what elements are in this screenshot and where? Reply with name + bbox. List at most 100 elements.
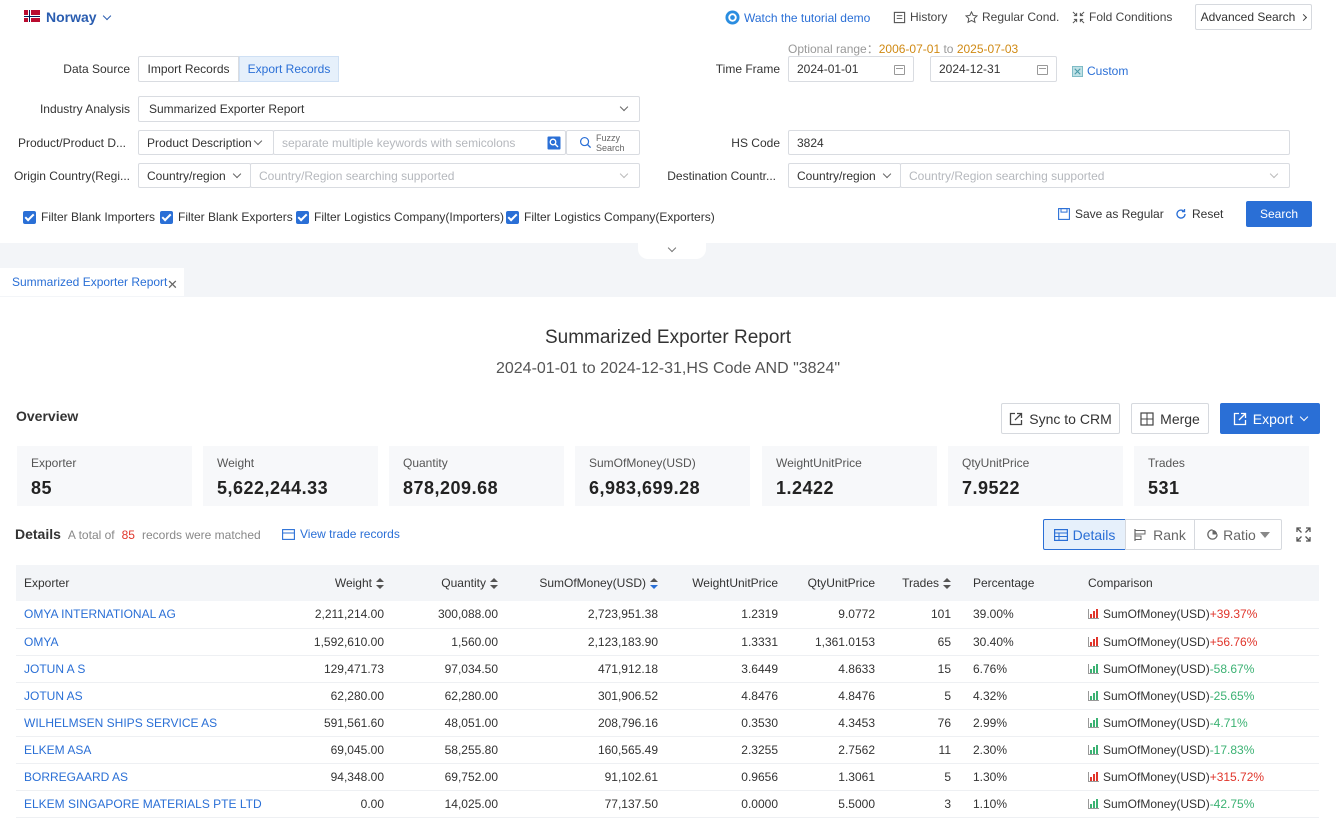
product-keyword-input[interactable]: separate multiple keywords with semicolo… [273,130,566,155]
save-regular-button[interactable]: Save as Regular [1058,207,1164,221]
exporter-link[interactable]: ELKEM SINGAPORE MATERIALS PTE LTD [16,790,276,818]
product-type-select[interactable]: Product Description [138,130,274,155]
origin-country-input[interactable]: Country/Region searching supported [250,163,640,188]
reset-button[interactable]: Reset [1175,207,1223,221]
exporter-link[interactable]: JOTUN A S [16,655,276,683]
date-to-input[interactable]: 2024-12-31 [930,56,1057,82]
exporter-link[interactable]: OMYA [16,628,276,656]
weight-cell: 0.00 [276,790,392,818]
close-icon[interactable]: ✕ [167,277,178,292]
search-icon [579,136,592,149]
view-trade-records-link[interactable]: View trade records [282,527,400,541]
merge-button[interactable]: Merge [1131,403,1209,434]
filter-logistics-exporters-checkbox[interactable]: Filter Logistics Company(Exporters) [506,210,715,224]
image-search-icon[interactable] [547,136,561,150]
tutorial-link[interactable]: Watch the tutorial demo [725,10,870,25]
card-key: SumOfMoney(USD) [589,456,696,470]
col-trades[interactable]: Trades [883,565,959,601]
quantity-cell: 69,752.00 [392,763,506,791]
optional-range: Optional range：2006-07-01 to 2025-07-03 [788,40,1018,57]
checkbox-checked-icon [296,210,309,224]
origin-type-value: Country/region [147,168,226,183]
fullscreen-icon[interactable] [1296,527,1311,542]
overview-card: Quantity 878,209.68 [389,446,564,506]
origin-type-select[interactable]: Country/region [138,163,251,188]
destination-country-input[interactable]: Country/Region searching supported [900,163,1290,188]
country-selector[interactable]: Norway [46,9,112,25]
trades-cell: 11 [883,736,959,764]
custom-link[interactable]: Custom [1072,64,1128,78]
col-exporter[interactable]: Exporter [16,565,276,601]
industry-analysis-select[interactable]: Summarized Exporter Report [138,96,640,122]
hs-code-input[interactable]: 3824 [788,130,1290,155]
ratio-view-button[interactable]: Ratio [1194,519,1282,550]
country-label: Norway [46,9,97,25]
optional-range-label: Optional range： [788,42,879,56]
card-value: 5,622,244.33 [217,478,329,498]
sum-cell: 2,123,183.90 [506,628,666,656]
product-label: Product/Product D... [17,136,126,150]
details-heading: Details [15,526,61,542]
comparison-value: -4.71% [1209,715,1248,730]
exporter-link[interactable]: ELKEM ASA [16,736,276,764]
card-key: QtyUnitPrice [962,456,1030,470]
exporter-link[interactable]: WILHELMSEN SHIPS SERVICE AS [16,709,276,737]
comparison-label: SumOfMoney(USD) [1103,607,1210,622]
history-link[interactable]: History [893,10,947,24]
sort-icon[interactable] [490,578,498,590]
overview-card: QtyUnitPrice 7.9522 [948,446,1123,506]
table-row: JOTUN AS 62,280.00 62,280.00 301,906.52 4.84… [16,682,1319,710]
details-view-button[interactable]: Details [1043,519,1126,550]
fuzzy-search-button[interactable]: Fuzzy Search [566,130,640,155]
filter-blank-importers-checkbox[interactable]: Filter Blank Importers [23,210,155,224]
weight-unit-price-cell: 1.3331 [666,628,786,656]
filter-logistics-importers-checkbox[interactable]: Filter Logistics Company(Importers) [296,210,504,224]
weight-cell: 69,045.00 [276,736,392,764]
col-qty-unit-price[interactable]: QtyUnitPrice [786,565,883,601]
advanced-search-button[interactable]: Advanced Search [1195,4,1312,30]
sync-icon [1010,412,1023,425]
qty-unit-price-cell: 1,361.0153 [786,628,883,656]
tab-summarized-exporter-report[interactable]: Summarized Exporter Report [0,268,184,296]
card-value: 878,209.68 [403,478,499,498]
top-bar: Norway Watch the tutorial demo History R… [0,0,1336,36]
weight-unit-price-cell: 4.8476 [666,682,786,710]
percentage-cell: 4.32% [959,682,1074,710]
filter-label: Filter Logistics Company(Exporters) [524,210,715,224]
fuzzy-label-1: Fuzzy [596,132,621,143]
col-weight[interactable]: Weight [276,565,392,601]
comparison-value: -42.75% [1209,796,1255,811]
regular-cond-link[interactable]: Regular Cond. [965,10,1059,24]
sort-icon[interactable] [943,578,951,590]
col-weight-unit-price[interactable]: WeightUnitPrice [666,565,786,601]
search-button[interactable]: Search [1246,201,1312,227]
exporter-link[interactable]: OMYA INTERNATIONAL AG [16,601,276,629]
sort-icon[interactable] [376,578,384,590]
collapse-toggle[interactable] [638,243,706,259]
sort-icon[interactable] [650,578,658,590]
comparison-label: SumOfMoney(USD) [1103,688,1210,703]
exporter-link[interactable]: BORREGAARD AS [16,763,276,791]
comparison-value: -17.83% [1209,742,1255,757]
data-source-label: Data Source [63,62,130,76]
view-trade-label: View trade records [300,527,400,541]
destination-type-select[interactable]: Country/region [788,163,901,188]
export-button[interactable]: Export [1220,403,1320,434]
sync-crm-button[interactable]: Sync to CRM [1001,403,1120,434]
comparison-value: +39.37% [1209,607,1258,622]
hs-code-label: HS Code [731,136,780,150]
calendar-icon [894,65,905,75]
comparison-cell: SumOfMoney(USD)+39.37% [1074,601,1319,629]
exporter-link[interactable]: JOTUN AS [16,682,276,710]
chevron-down-icon [619,169,629,179]
import-records-button[interactable]: Import Records [138,56,239,82]
filter-label: Filter Blank Exporters [178,210,293,224]
export-records-button[interactable]: Export Records [239,56,339,82]
col-quantity[interactable]: Quantity [392,565,506,601]
rank-view-button[interactable]: Rank [1125,519,1195,550]
col-sum[interactable]: SumOfMoney(USD) [506,565,666,601]
overview-card: WeightUnitPrice 1.2422 [762,446,937,506]
date-from-input[interactable]: 2024-01-01 [788,56,914,82]
filter-blank-exporters-checkbox[interactable]: Filter Blank Exporters [160,210,293,224]
fold-conditions-link[interactable]: Fold Conditions [1072,10,1172,24]
